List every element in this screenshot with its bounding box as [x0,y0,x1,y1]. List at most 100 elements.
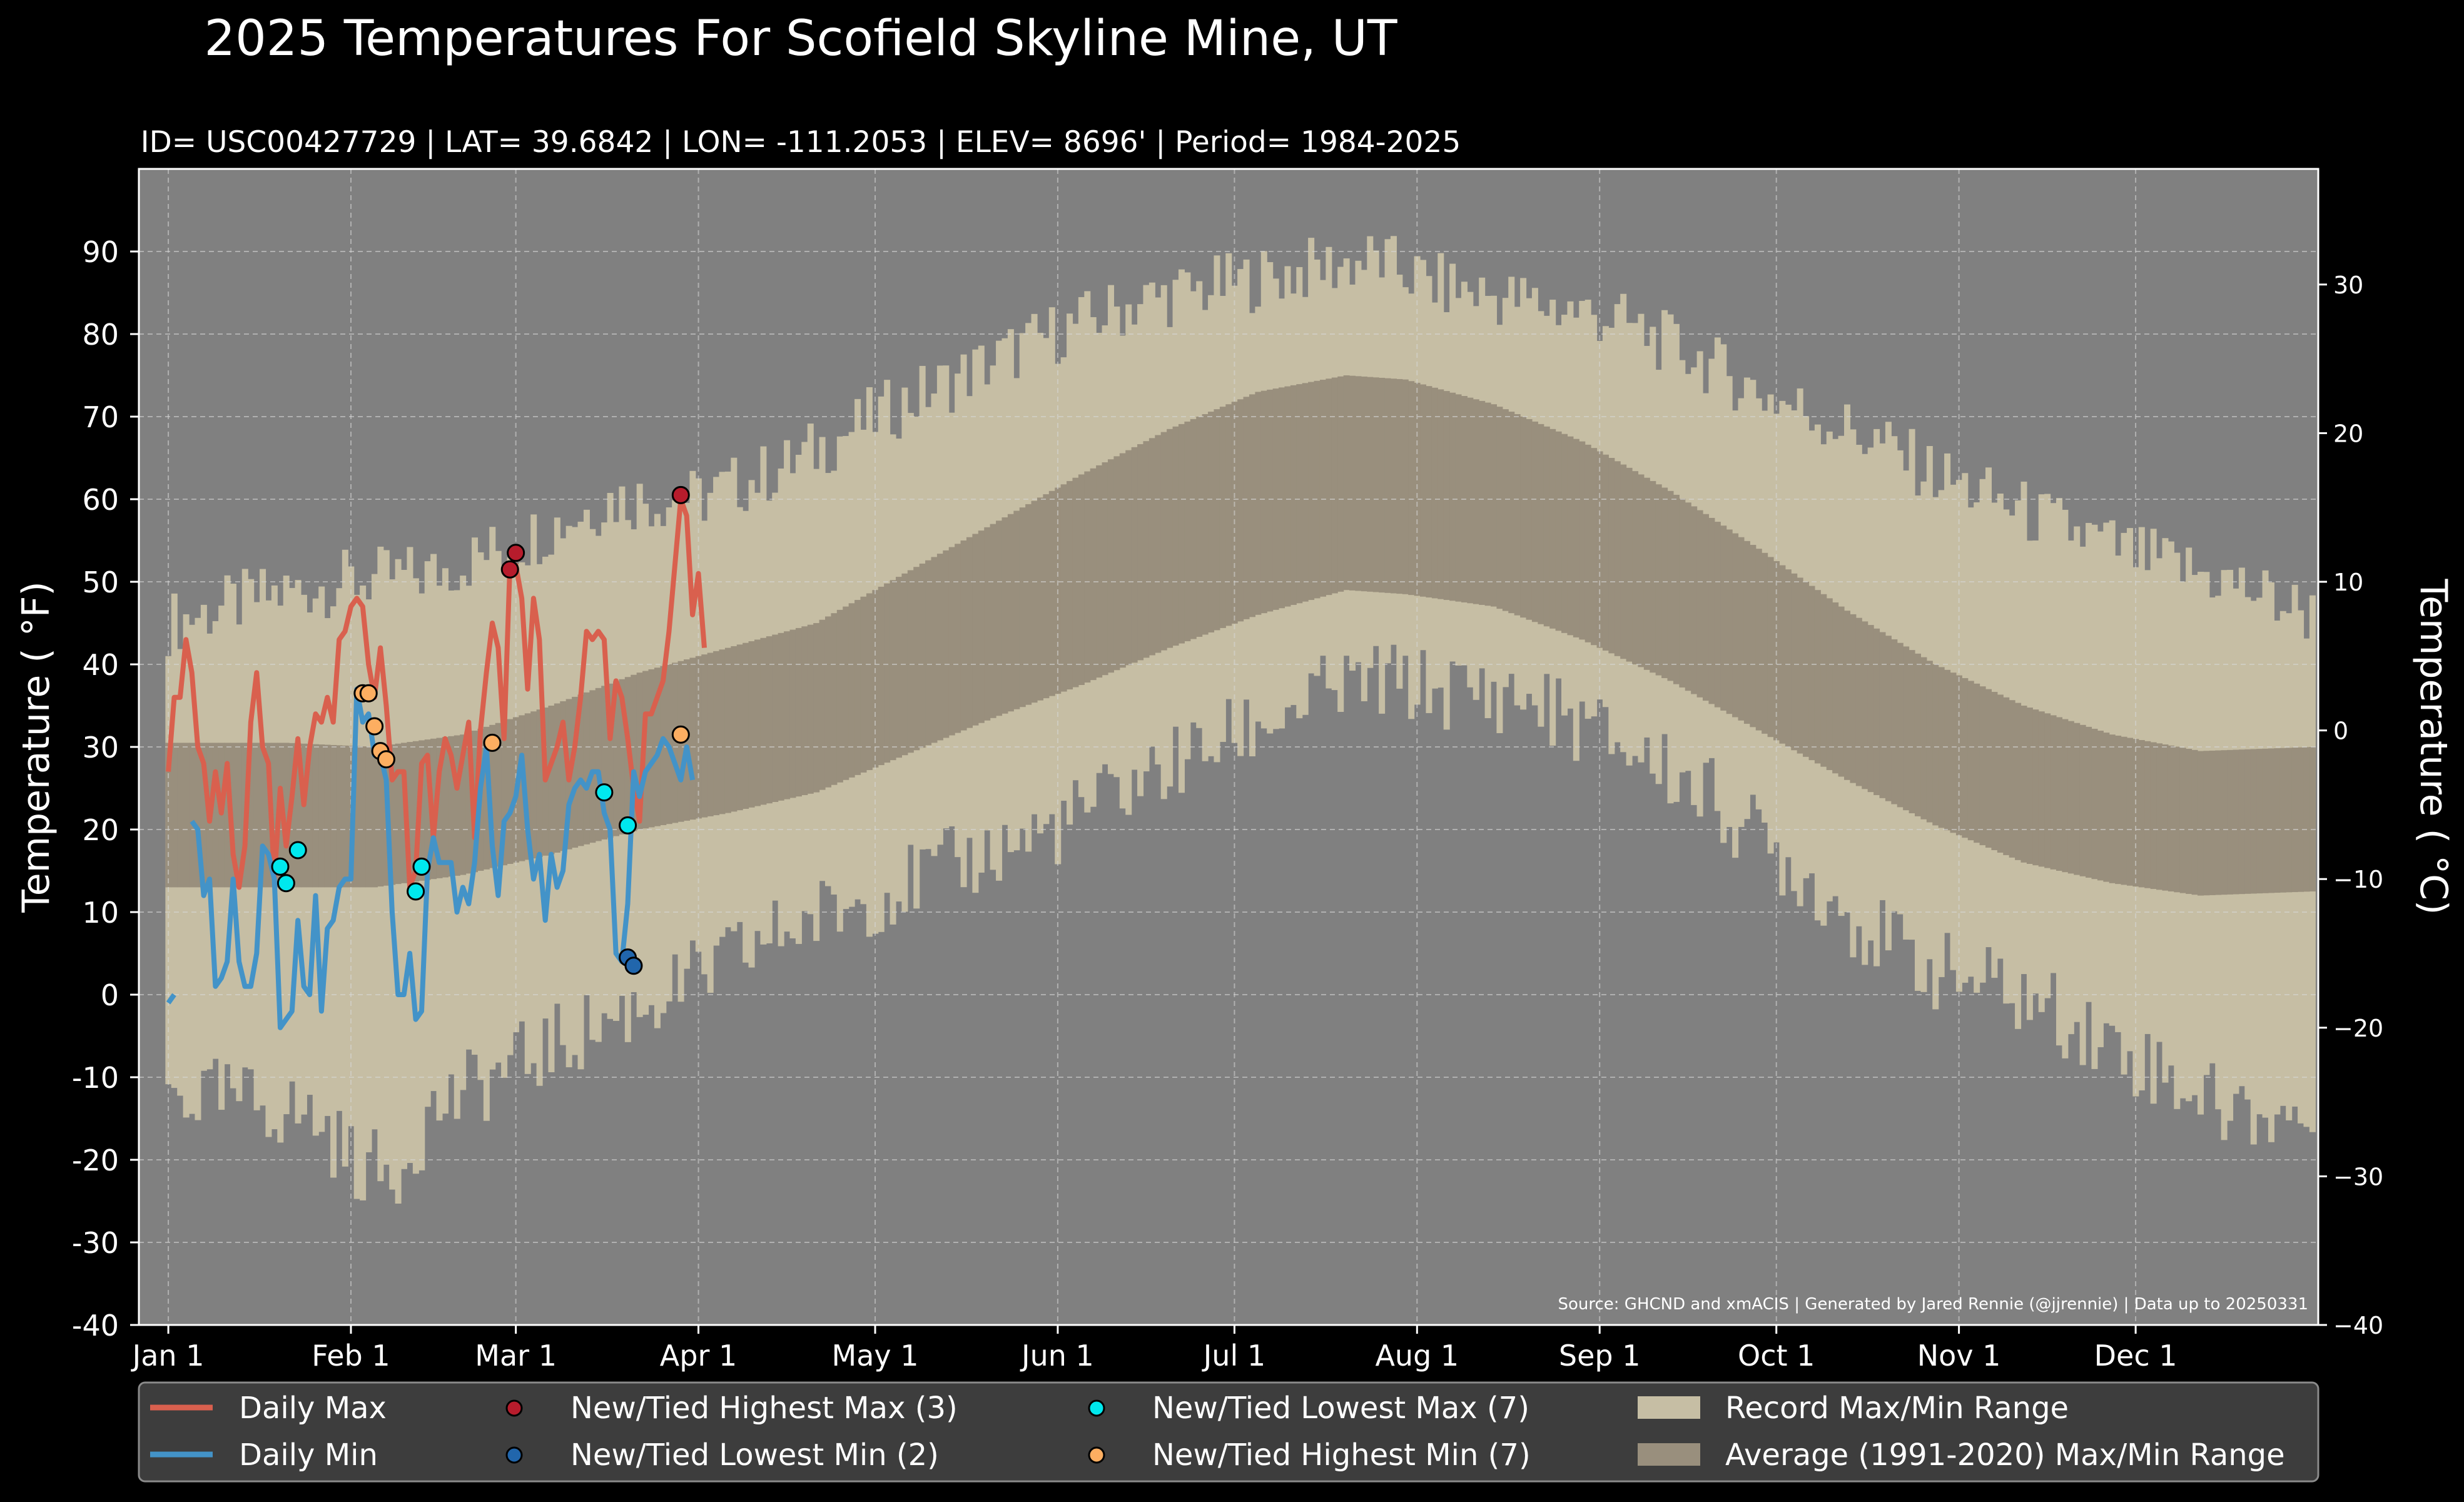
average-range-bar [1190,419,1197,639]
average-range-bar [1372,377,1379,592]
average-range-bar [2286,748,2293,893]
average-range-bar [936,554,943,741]
average-range-bar [1632,471,1639,664]
average-range-bar [1496,407,1503,609]
average-range-bar [224,743,231,888]
average-range-bar [418,740,425,881]
average-range-bar [2256,749,2263,894]
average-range-bar [2044,713,2051,868]
average-range-bar [2138,740,2145,888]
average-range-bar [1838,606,1845,777]
average-range-bar [1891,639,1898,804]
average-range-bar [318,744,325,888]
average-range-bar [724,647,731,813]
average-range-bar [1308,382,1315,601]
average-range-bar [1361,376,1367,592]
average-range-bar [1803,582,1810,757]
average-range-bar [1685,502,1691,691]
average-range-bar [913,567,920,751]
y-tick-label-left: 10 [82,896,119,930]
average-range-bar [1131,447,1138,663]
average-range-bar [2191,749,2198,895]
average-range-bar [165,743,172,888]
average-range-bar [295,743,302,888]
average-range-bar [1991,692,1998,850]
average-range-bar [1531,421,1538,622]
average-range-bar [1555,431,1562,631]
average-range-bar [931,557,938,743]
x-tick-label: Jun 1 [1020,1339,1094,1373]
average-range-bar [1520,417,1527,618]
average-range-bar [1602,454,1609,651]
average-range-bar [1843,611,1851,780]
average-range-bar [595,688,602,841]
y-tick-label-left: 70 [82,400,119,434]
legend: Daily Max Daily Min New/Tied Highest Max… [138,1381,2320,1483]
average-range-bar [2221,750,2228,895]
average-range-bar [1137,444,1144,661]
average-range-bar [183,743,190,888]
average-range-bar [948,547,955,736]
average-range-bar [695,656,702,819]
average-range-bar [360,746,367,888]
lowest-max-marker [407,882,425,901]
average-range-bar [878,586,885,766]
x-tick-label: Dec 1 [2094,1339,2178,1373]
average-range-bar [1526,419,1533,620]
average-range-bar [1762,552,1768,734]
average-range-bar [1384,378,1391,593]
average-range-bar [2015,703,2022,860]
y-tick-label-right: −30 [2333,1163,2383,1190]
average-range-bar [1955,675,1962,836]
average-range-bar [866,593,873,770]
average-range-bar [1408,381,1415,596]
y-tick-label-left: 20 [82,813,119,847]
average-range-bar [919,563,926,748]
average-range-bar [1708,517,1715,704]
average-range-bar [1431,387,1438,599]
average-range-bar [1331,377,1338,594]
y-tick-label-right: −20 [2333,1015,2383,1042]
average-range-bar [2274,748,2281,893]
average-range-bar [1355,376,1362,591]
average-range-bar [807,624,814,794]
average-range-bar [1119,453,1126,668]
average-range-bar [1225,404,1232,626]
legend-lowest-min-label: New/Tied Lowest Min (2) [570,1438,939,1473]
average-range-bar [1862,621,1868,789]
average-range-bar [1638,474,1645,667]
average-range-bar [1178,424,1185,644]
average-range-bar [1826,598,1833,770]
average-range-bar [701,654,708,818]
average-range-bar [177,743,184,888]
average-range-bar [1013,510,1020,709]
legend-highest-max-label: New/Tied Highest Max (3) [570,1391,958,1426]
average-range-bar [2179,748,2186,893]
average-range-bar [1437,389,1444,599]
average-range-bar [2209,750,2216,895]
average-range-bar [2050,715,2057,870]
record-range-bar [360,586,367,1200]
legend-daily-min-label: Daily Min [239,1438,378,1473]
average-range-bar [1720,525,1727,711]
average-range-bar [895,577,902,758]
average-range-bar [524,713,531,860]
average-range-bar [489,724,496,868]
average-range-bar [501,721,508,866]
average-range-bar [1655,484,1662,676]
average-range-bar [1443,391,1450,601]
average-range-bar [1850,614,1857,783]
average-range-bar [253,743,260,888]
y-tick-label-right: 30 [2333,271,2363,299]
average-range-bar [572,696,579,848]
average-range-bar [460,734,467,875]
average-range-bar [248,743,255,888]
average-range-bar [1779,565,1786,744]
average-range-bar [307,744,313,888]
average-range-bar [1025,504,1032,705]
average-range-bar [1172,426,1179,646]
y-axis-label-right: Temperature ( °C) [2411,579,2455,915]
average-range-bar [2032,709,2039,866]
average-range-bar [1791,573,1798,751]
